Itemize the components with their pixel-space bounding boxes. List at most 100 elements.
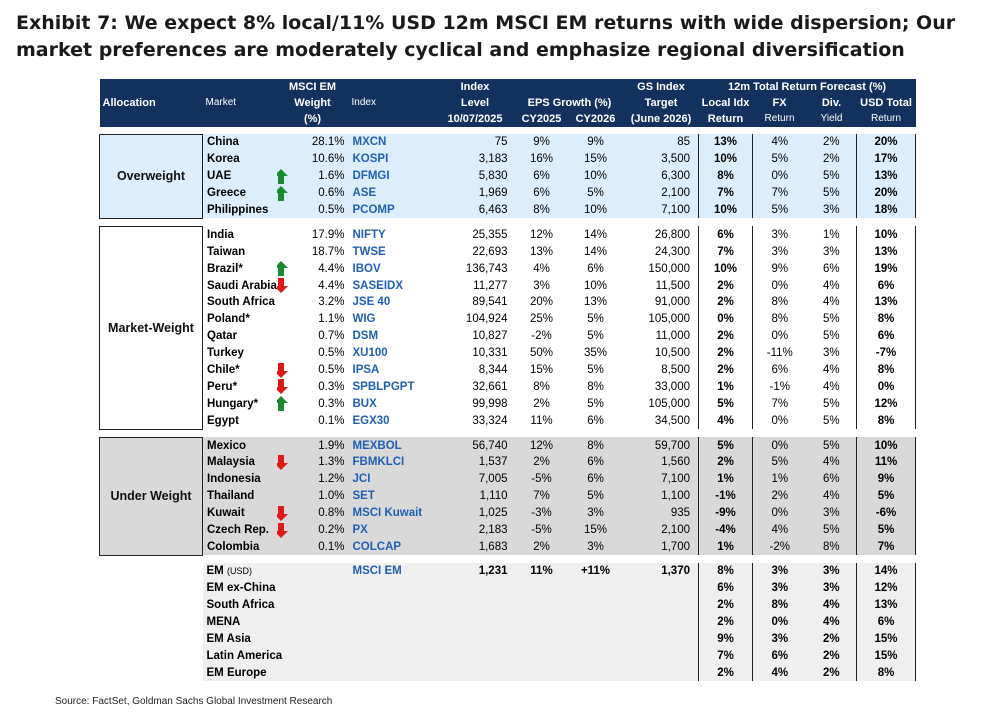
fx-return: 0%	[752, 504, 807, 522]
local-idx-return: 1%	[698, 538, 753, 556]
weight-cell: 1.0%	[276, 487, 349, 505]
index-name: COLCAP	[348, 538, 435, 556]
eps-2025: 50%	[515, 344, 568, 362]
market-name: Hungary*	[202, 395, 277, 413]
index-level: 5,830	[434, 167, 516, 185]
market-name: Taiwan	[202, 243, 277, 261]
market-name: EM Europe	[202, 664, 349, 682]
header-local-idx: Local Idx	[698, 94, 753, 111]
eps-2026: 6%	[567, 470, 624, 488]
market-name: Korea	[202, 150, 277, 168]
weight-cell: 0.5%	[276, 201, 349, 219]
eps-2025: 2%	[515, 538, 568, 556]
index-level: 1,231	[434, 562, 516, 580]
local-idx-return: 10%	[698, 260, 753, 278]
eps-2026: 6%	[567, 260, 624, 278]
fx-return: 7%	[752, 395, 807, 413]
div-yield: 5%	[806, 521, 857, 539]
gs-target: 1,560	[623, 454, 699, 471]
fx-return: 3%	[752, 226, 807, 244]
weight-value: 0.1%	[318, 540, 345, 553]
usd-total-return: 17%	[855, 150, 917, 168]
usd-total-return: 8%	[855, 361, 917, 379]
eps-2026: 8%	[567, 378, 624, 396]
local-idx-return: -4%	[698, 521, 753, 539]
table-row: Egypt 0.1% EGX30 33,324 11% 6% 34,500 4% 0% 5% 8%	[100, 412, 917, 430]
fx-return: 6%	[752, 361, 807, 379]
index-level: 22,693	[434, 243, 516, 261]
header-index-level-2: Level	[434, 94, 516, 111]
returns-forecast-table: MSCI EM Index GS Index 12m Total Return …	[99, 79, 917, 682]
eps-2025: 15%	[515, 361, 568, 379]
index-name: SPBLPGPT	[348, 378, 435, 396]
eps-2025: 7%	[515, 487, 568, 505]
local-idx-return: 10%	[698, 201, 753, 219]
weight-value: 0.5%	[318, 204, 345, 216]
table-row: Peru* 0.3% SPBLPGPT 32,661 8% 8% 33,000 1% -1% 4%…	[100, 378, 917, 396]
fx-return: 8%	[752, 294, 807, 311]
local-idx-return: 7%	[698, 243, 753, 261]
usd-total-return: 13%	[855, 294, 917, 311]
arrow-up-icon	[276, 396, 288, 412]
market-name: Indonesia	[202, 470, 277, 488]
eps-2026: 5%	[567, 361, 624, 379]
gs-target: 1,700	[623, 538, 699, 556]
index-name: SET	[348, 487, 435, 505]
local-idx-return: 2%	[698, 344, 753, 362]
market-name: Chile*	[202, 361, 277, 379]
eps-2026: 10%	[567, 277, 624, 295]
eps-2026: 10%	[567, 201, 624, 219]
eps-2025: -2%	[515, 327, 568, 345]
gs-target: 935	[623, 504, 699, 522]
weight-value: 28.1%	[311, 136, 345, 149]
fx-return: 7%	[752, 184, 807, 202]
div-yield: 4%	[806, 613, 857, 631]
local-idx-return: 13%	[698, 134, 753, 151]
index-name: MEXBOL	[348, 437, 435, 455]
index-level: 1,683	[434, 538, 516, 556]
fx-return: 3%	[752, 562, 807, 580]
table-row: Hungary* 0.3% BUX 99,998 2% 5% 105,000 5% 7% 5% 12…	[100, 395, 917, 413]
arrow-down-icon	[276, 362, 288, 378]
gs-target: 150,000	[623, 260, 699, 278]
div-yield: 2%	[806, 134, 857, 151]
index-name: JSE 40	[348, 294, 435, 311]
fx-return: 0%	[752, 327, 807, 345]
gs-target: 11,000	[623, 327, 699, 345]
index-name: IBOV	[348, 260, 435, 278]
table-row: Saudi Arabia 4.4% SASEIDX 11,277 3% 10% 11,500…	[100, 277, 917, 295]
eps-2026: 5%	[567, 395, 624, 413]
gs-target: 6,300	[623, 167, 699, 185]
header-target: Target	[623, 94, 699, 111]
fx-return: 1%	[752, 470, 807, 488]
market-name: Colombia	[202, 538, 277, 556]
header-usd-total-return: Return	[856, 110, 916, 127]
weight-value: 1.3%	[318, 456, 345, 469]
usd-total-return: 12%	[855, 395, 917, 413]
div-yield: 6%	[806, 260, 857, 278]
fx-return: 8%	[752, 310, 807, 328]
div-yield: 5%	[806, 412, 857, 430]
index-name: XU100	[348, 344, 435, 362]
fx-return: 4%	[752, 664, 807, 682]
market-name: EM Asia	[202, 630, 349, 648]
weight-cell: 1.1%	[276, 310, 349, 328]
index-name: DSM	[348, 327, 435, 345]
div-yield: 4%	[806, 596, 857, 614]
eps-2025: 11%	[515, 412, 568, 430]
header-allocation: Allocation	[99, 94, 203, 111]
arrow-down-icon	[276, 522, 288, 538]
div-yield: 2%	[806, 664, 857, 682]
table-row-summary: EM Europe 2% 4% 2% 8%	[99, 664, 917, 682]
index-level: 10,827	[434, 327, 516, 345]
fx-return: 9%	[752, 260, 807, 278]
eps-2026: 15%	[567, 150, 624, 168]
weight-cell: 0.7%	[276, 327, 349, 345]
returns-table-container: MSCI EM Index GS Index 12m Total Return …	[99, 79, 917, 682]
local-idx-return: 2%	[698, 596, 753, 614]
usd-total-return: -7%	[855, 344, 917, 362]
eps-2026: 6%	[567, 412, 624, 430]
local-idx-return: 2%	[698, 454, 753, 471]
fx-return: 0%	[752, 613, 807, 631]
weight-cell: 0.3%	[276, 378, 349, 396]
